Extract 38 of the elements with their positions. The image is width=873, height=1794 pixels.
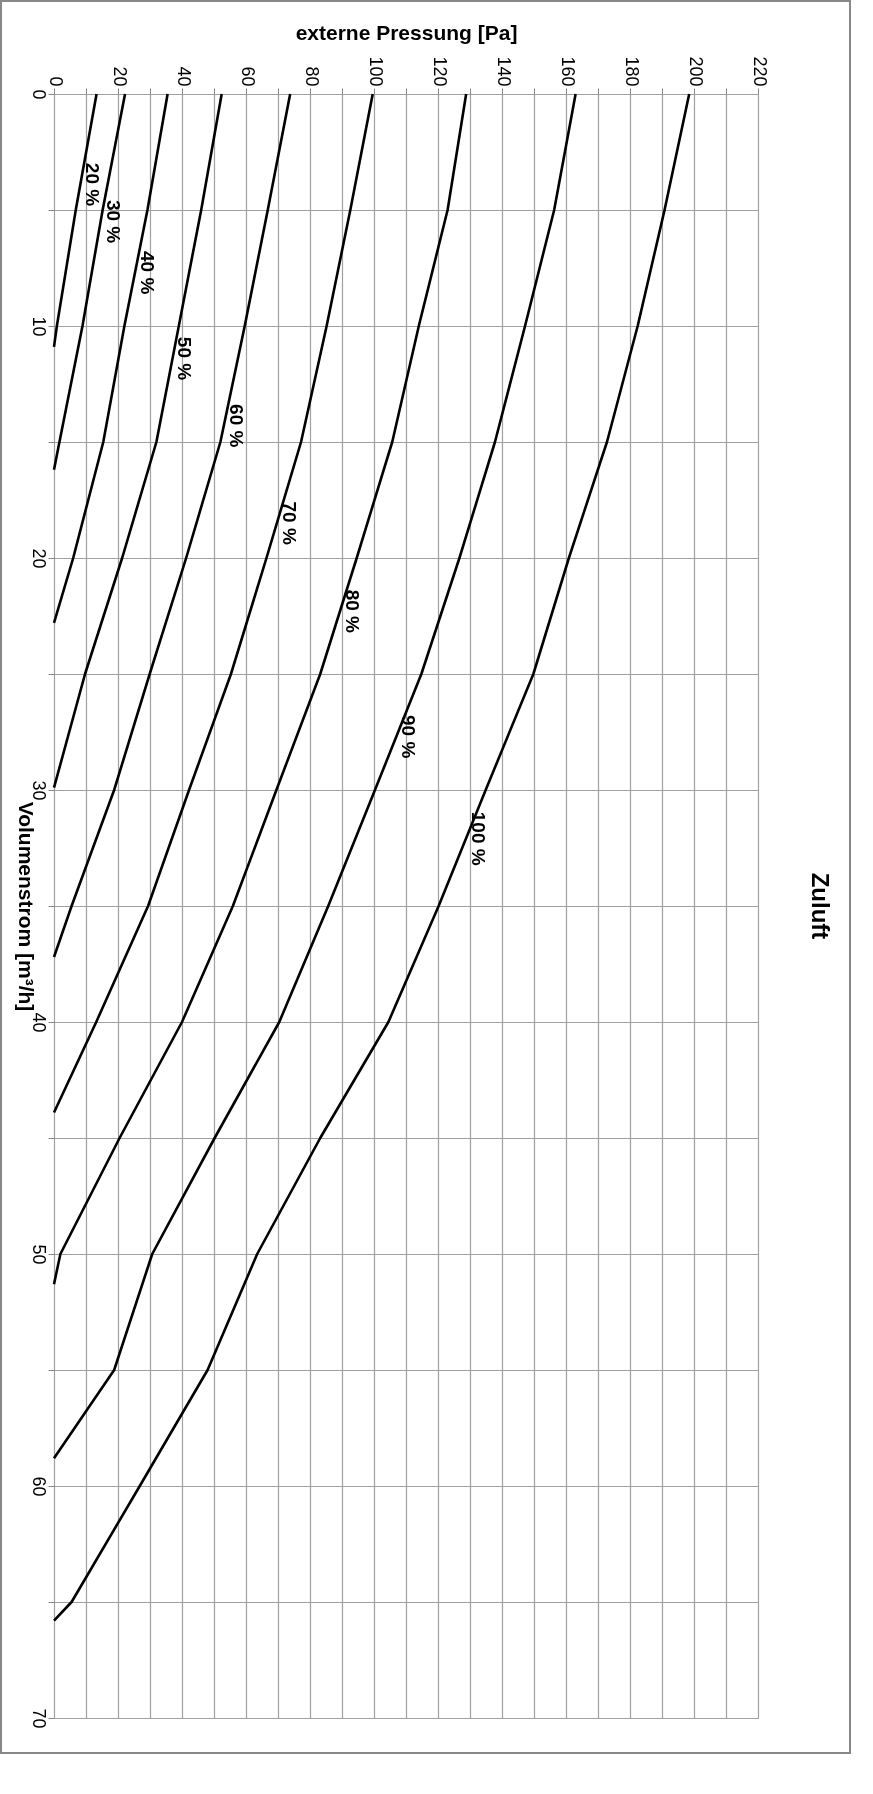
annotation: 70 % [278,501,300,545]
y-tick-label: 20 [28,548,49,569]
x-tick-label: 0 [45,76,66,87]
line-series [52,92,691,1622]
annotation: 80 % [342,589,364,634]
line-series [52,92,223,789]
y-tick-label: 0 [28,89,49,100]
x-tick-label: 120 [429,56,450,87]
annotation: 30 % [102,199,124,244]
x-tick-label: 20 [109,66,130,87]
line-series [52,92,127,472]
line-series [52,92,577,1460]
x-tick-label: 180 [621,56,642,87]
y-tick-label: 60 [28,1476,49,1497]
y-tick-label: 30 [28,780,49,801]
annotation: 60 % [225,404,247,448]
text: Zuluft [807,872,834,940]
y-axis-title: Volumenstrom [m³/h] [14,801,38,1012]
x-tick-label: 100 [365,56,386,87]
annotation: 50 % [174,336,196,381]
line-series [52,92,468,1286]
y-tick-label: 40 [28,1012,49,1033]
x-tick-label: 140 [493,56,514,87]
y-tick-label: 70 [28,1708,49,1729]
y-tick-label: 50 [28,1244,49,1265]
line-series [52,92,169,625]
x-tick-label: 200 [685,56,706,87]
line-series [52,92,375,1114]
x-tick-label: 80 [301,66,322,87]
x-axis-title: externe Pressung [Pa] [295,21,518,45]
x-tick-label: 160 [557,56,578,87]
y-tick-label: 10 [28,316,49,337]
x-tick-label: 40 [173,66,194,87]
annotation: 20 % [82,162,104,207]
line-series [52,92,98,349]
x-tick-label: 60 [237,66,258,87]
annotation: 40 % [136,250,158,295]
x-tick-label: 220 [749,56,770,87]
